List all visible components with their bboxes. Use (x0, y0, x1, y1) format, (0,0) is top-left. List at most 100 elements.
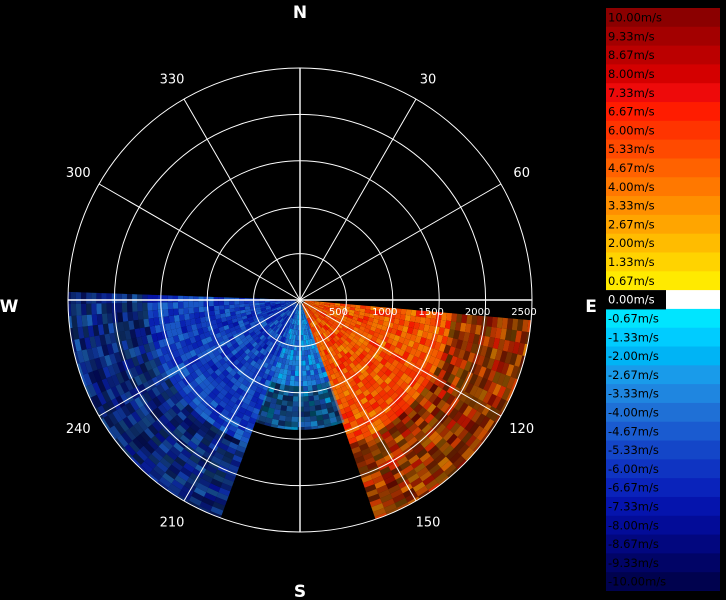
velocity-cell (278, 415, 286, 422)
azimuth-spoke-150 (299, 299, 417, 502)
colorbar-swatch (606, 553, 720, 573)
velocity-cell (134, 397, 144, 409)
velocity-cell (210, 438, 222, 447)
velocity-cell (213, 328, 220, 335)
velocity-cell (494, 327, 502, 339)
velocity-cell (457, 349, 466, 360)
velocity-cell (291, 324, 295, 330)
velocity-cell (285, 359, 290, 365)
velocity-cell (224, 328, 232, 335)
velocity-cell (178, 314, 185, 322)
velocity-cell (273, 371, 280, 379)
velocity-cell (142, 391, 153, 403)
velocity-cell (132, 302, 138, 312)
velocity-cell (286, 333, 291, 339)
velocity-cell (359, 325, 366, 332)
velocity-cell (371, 335, 378, 342)
velocity-cell (390, 391, 399, 401)
velocity-cell (252, 326, 259, 332)
velocity-cell (359, 408, 369, 417)
velocity-cell (397, 398, 407, 408)
velocity-cell (196, 322, 203, 330)
velocity-cell (435, 423, 447, 435)
velocity-cell (240, 312, 247, 317)
velocity-cell (180, 448, 192, 459)
velocity-cell (134, 364, 144, 376)
velocity-cell (314, 301, 320, 303)
velocity-cell (286, 354, 291, 360)
velocity-cell (293, 391, 299, 397)
velocity-cell (357, 317, 364, 323)
velocity-cell (487, 336, 495, 349)
velocity-cell (308, 323, 312, 329)
velocity-cell (164, 322, 172, 331)
velocity-cell (304, 416, 311, 422)
velocity-cell (92, 369, 102, 383)
velocity-cell (101, 418, 110, 430)
velocity-cell (341, 342, 348, 349)
velocity-cell (137, 311, 144, 320)
velocity-cell (447, 467, 459, 478)
velocity-cell (382, 498, 395, 508)
velocity-cell (285, 374, 291, 381)
velocity-cell (382, 417, 392, 427)
velocity-cell (158, 339, 166, 349)
velocity-cell (174, 475, 187, 486)
velocity-cell (487, 369, 497, 382)
velocity-cell (519, 355, 526, 368)
velocity-cell (464, 323, 472, 334)
velocity-cell (210, 506, 224, 516)
velocity-cell (318, 329, 323, 335)
velocity-cell (167, 295, 173, 303)
velocity-cell (426, 403, 437, 414)
velocity-cell (319, 303, 325, 307)
velocity-cell (136, 449, 148, 462)
velocity-cell (353, 343, 360, 350)
velocity-cell (403, 384, 413, 394)
velocity-cell (351, 373, 359, 381)
velocity-cell (110, 386, 121, 399)
velocity-cell (306, 334, 310, 340)
velocity-cell (297, 330, 300, 336)
velocity-cell (214, 361, 223, 369)
velocity-cell (394, 420, 405, 431)
velocity-cell (339, 305, 346, 309)
velocity-cell (404, 432, 415, 443)
velocity-cell (169, 394, 180, 405)
velocity-cell (454, 321, 462, 332)
velocity-cell (143, 427, 155, 439)
velocity-cell (146, 334, 154, 344)
velocity-cell (330, 315, 337, 320)
velocity-cell (259, 353, 266, 361)
velocity-cell (129, 399, 140, 412)
velocity-cell (168, 464, 181, 476)
velocity-cell (139, 327, 147, 337)
velocity-cell (255, 337, 262, 344)
velocity-cell (277, 308, 283, 312)
velocity-cell (440, 460, 453, 472)
velocity-cell (136, 336, 144, 347)
velocity-cell (279, 324, 285, 330)
velocity-cell (425, 380, 434, 391)
velocity-cell (370, 448, 382, 457)
azimuth-spoke-240 (98, 299, 301, 417)
velocity-cell (365, 405, 374, 414)
velocity-cell (228, 464, 240, 473)
velocity-cell (309, 338, 314, 345)
velocity-cell (440, 402, 451, 413)
velocity-cell (308, 400, 315, 407)
velocity-cell (116, 303, 123, 313)
velocity-cell (416, 384, 426, 394)
velocity-cell (425, 459, 438, 471)
velocity-cell (482, 335, 490, 347)
velocity-cell (265, 396, 272, 403)
velocity-cell (486, 316, 493, 327)
velocity-cell (76, 363, 84, 376)
velocity-cell (501, 387, 511, 401)
velocity-cell (482, 391, 493, 404)
velocity-cell (300, 309, 303, 315)
compass-south-label: S (294, 582, 306, 600)
velocity-cell (242, 318, 249, 323)
velocity-cell (350, 321, 356, 327)
velocity-cell (150, 349, 159, 360)
